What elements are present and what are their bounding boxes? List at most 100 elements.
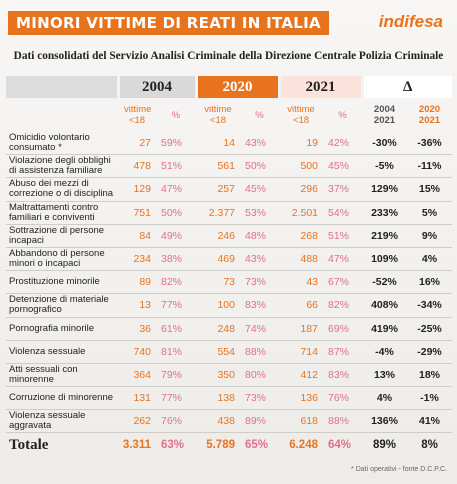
change: 9% [407, 224, 452, 248]
percent: 73% [240, 386, 279, 411]
change: -1% [407, 386, 452, 411]
year-header-cell: 2021 [277, 76, 362, 98]
subheader-cell: vittime <18 [196, 98, 240, 132]
subheader-cell: 2020 2021 [407, 98, 452, 132]
subheader-cell: % [323, 98, 362, 132]
percent: 51% [323, 224, 362, 248]
percent: 73% [240, 270, 279, 295]
change: 16% [407, 270, 452, 295]
change: 41% [407, 409, 452, 434]
change: 219% [362, 224, 407, 248]
victims: 618 [279, 409, 323, 434]
victims: 561 [196, 154, 240, 179]
percent: 43% [240, 132, 279, 156]
table-row: Maltrattamenti contro familiari e conviv… [6, 201, 452, 225]
subheader-cell: % [156, 98, 196, 132]
victims: 469 [196, 247, 240, 272]
percent: 48% [240, 224, 279, 248]
change: 129% [362, 177, 407, 202]
change: 15% [407, 177, 452, 202]
percent: 76% [156, 409, 196, 434]
victims: 66 [279, 293, 323, 318]
table-row: Sottrazione di persone incapaci 84 49% 246 4… [6, 224, 452, 248]
victims: 73 [196, 270, 240, 295]
victims: 740 [118, 340, 156, 364]
victims: 187 [279, 317, 323, 341]
percent: 80% [240, 363, 279, 388]
percent: 45% [240, 177, 279, 202]
percent: 50% [156, 201, 196, 225]
table-row: Corruzione di minorenne 131 77% 138 73% 136 76… [6, 386, 452, 411]
subheader-cell: vittime <18 [279, 98, 323, 132]
subheader-text: % [255, 109, 264, 121]
title: MINORI VITTIME DI REATI IN ITALIA [8, 11, 329, 35]
victims: 364 [118, 363, 156, 388]
change: 5% [407, 201, 452, 225]
percent: 88% [323, 409, 362, 434]
table-row: Abuso dei mezzi di correzione o di disci… [6, 177, 452, 202]
victims: 257 [196, 177, 240, 202]
victims: 500 [279, 154, 323, 179]
change: 89% [372, 439, 397, 452]
percent: 42% [323, 132, 362, 156]
table-row: Omicidio volontario consumato * 27 59% 14 43… [6, 132, 452, 156]
subheader-text: vittime <18 [204, 104, 232, 126]
victims: 19 [279, 132, 323, 156]
year-header-cell: 2004 [116, 76, 196, 98]
change: 13% [362, 363, 407, 388]
percent: 51% [156, 154, 196, 179]
victims: 138 [196, 386, 240, 411]
subheader-cell: vittime <18 [118, 98, 156, 132]
subheader-row: vittime <18% vittime <18% vittime <18% 2004… [6, 98, 452, 132]
percent: 47% [156, 177, 196, 202]
table-row: Prostituzione minorile 89 82% 73 73% 43 67% -52… [6, 270, 452, 295]
victims: 5.789 [206, 439, 235, 452]
victims: 43 [279, 270, 323, 295]
victims: 129 [118, 177, 156, 202]
percent: 37% [323, 177, 362, 202]
victims: 234 [118, 247, 156, 272]
victims: 100 [196, 293, 240, 318]
victims: 14 [196, 132, 240, 156]
percent: 79% [156, 363, 196, 388]
percent: 69% [323, 317, 362, 341]
victims: 268 [279, 224, 323, 248]
percent: 77% [156, 386, 196, 411]
logo: indifesa [378, 12, 443, 31]
percent: 89% [240, 409, 279, 434]
percent: 65% [245, 439, 269, 452]
victims: 714 [279, 340, 323, 364]
percent: 87% [323, 340, 362, 364]
percent: 76% [323, 386, 362, 411]
subheader-spacer [6, 98, 118, 132]
victims: 438 [196, 409, 240, 434]
table-row: Violenza sessuale aggravata 262 76% 438 89% 6… [6, 409, 452, 434]
change: 408% [362, 293, 407, 318]
victims: 6.248 [289, 439, 318, 452]
subheader-text: vittime <18 [287, 104, 315, 126]
percent: 81% [156, 340, 196, 364]
change: -30% [362, 132, 407, 156]
change: -36% [407, 132, 452, 156]
percent: 38% [156, 247, 196, 272]
subtitle: Dati consolidati del Servizio Analisi Cr… [13, 50, 444, 62]
table-row: Detenzione di materiale pornografico 13 77… [6, 293, 452, 318]
percent: 64% [328, 439, 352, 452]
row-label: Totale [9, 437, 49, 454]
header-spacer [6, 76, 118, 98]
percent: 49% [156, 224, 196, 248]
victims: 13 [118, 293, 156, 318]
change: 4% [362, 386, 407, 411]
percent: 83% [240, 293, 279, 318]
victims: 554 [196, 340, 240, 364]
row-label: Violenza sessuale aggravata [6, 409, 118, 434]
footnote: * Dati operativi - fonte D.C.P.C. [351, 466, 447, 473]
subheader-text: % [338, 109, 347, 121]
year-header-cell: 2020 [194, 76, 279, 98]
subheader-text: % [171, 109, 181, 121]
victims: 248 [196, 317, 240, 341]
row-label: Violenza sessuale [6, 340, 118, 364]
year-header-cell: Δ [360, 76, 452, 98]
change: 419% [362, 317, 407, 341]
